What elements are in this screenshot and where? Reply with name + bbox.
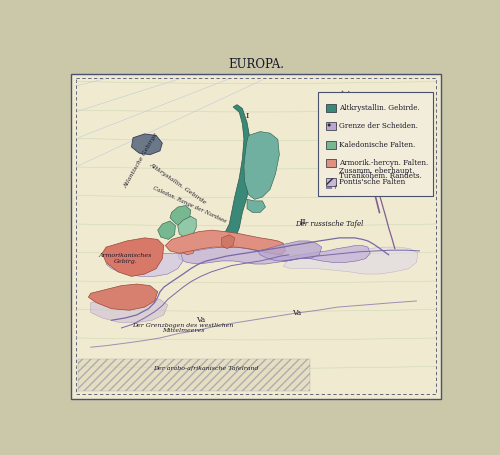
Polygon shape: [283, 247, 418, 274]
Bar: [326, 159, 336, 167]
Text: Altkrystallin. Gebirde.: Altkrystallin. Gebirde.: [340, 104, 420, 112]
Text: I: I: [246, 112, 248, 120]
Bar: [326, 104, 336, 111]
Polygon shape: [258, 241, 322, 261]
Polygon shape: [222, 235, 234, 248]
Text: Armorikanisches
Gebirg.: Armorikanisches Gebirg.: [98, 253, 152, 264]
Text: Der arabo-afrikanische Tafelrand: Der arabo-afrikanische Tafelrand: [154, 366, 259, 371]
Polygon shape: [166, 230, 286, 255]
Text: Armorik.-hercyn. Falten.: Armorik.-hercyn. Falten.: [340, 159, 428, 167]
Bar: [326, 122, 336, 130]
Polygon shape: [90, 297, 168, 323]
Text: Der russische Tafel: Der russische Tafel: [295, 220, 364, 228]
Text: Kaledonische Falten.: Kaledonische Falten.: [340, 141, 415, 149]
Text: Caledon. Range der Nordsee: Caledon. Range der Nordsee: [152, 186, 227, 224]
Polygon shape: [102, 238, 164, 276]
Bar: [326, 178, 336, 186]
Polygon shape: [106, 253, 183, 276]
Polygon shape: [132, 134, 162, 155]
Text: Turankohem. Randets.: Turankohem. Randets.: [340, 172, 422, 180]
Text: Zusamm. eberhaupt.: Zusamm. eberhaupt.: [340, 167, 415, 175]
Text: EUROPA.: EUROPA.: [228, 58, 284, 71]
Text: Der Grenzbogen des westlichen
Mittelmeeres: Der Grenzbogen des westlichen Mittelmeer…: [132, 323, 234, 334]
Polygon shape: [182, 243, 194, 255]
Bar: [326, 141, 336, 148]
Polygon shape: [224, 105, 252, 243]
Text: Pontis'sche Falten: Pontis'sche Falten: [340, 177, 406, 186]
Text: Va: Va: [292, 308, 301, 317]
Polygon shape: [178, 216, 196, 238]
Polygon shape: [170, 206, 191, 226]
Text: II: II: [299, 218, 306, 227]
Bar: [78, 359, 310, 391]
Bar: [318, 91, 434, 196]
Polygon shape: [247, 199, 266, 212]
Polygon shape: [88, 284, 158, 310]
Text: Altkrystallin. Gebirde: Altkrystallin. Gebirde: [148, 162, 207, 206]
Text: Atlantische Gebirge: Atlantische Gebirge: [123, 132, 158, 189]
Polygon shape: [178, 246, 370, 264]
Polygon shape: [244, 131, 280, 199]
Polygon shape: [158, 221, 176, 239]
Text: Grenze der Scheiden.: Grenze der Scheiden.: [340, 122, 418, 130]
Text: Va: Va: [196, 316, 205, 324]
